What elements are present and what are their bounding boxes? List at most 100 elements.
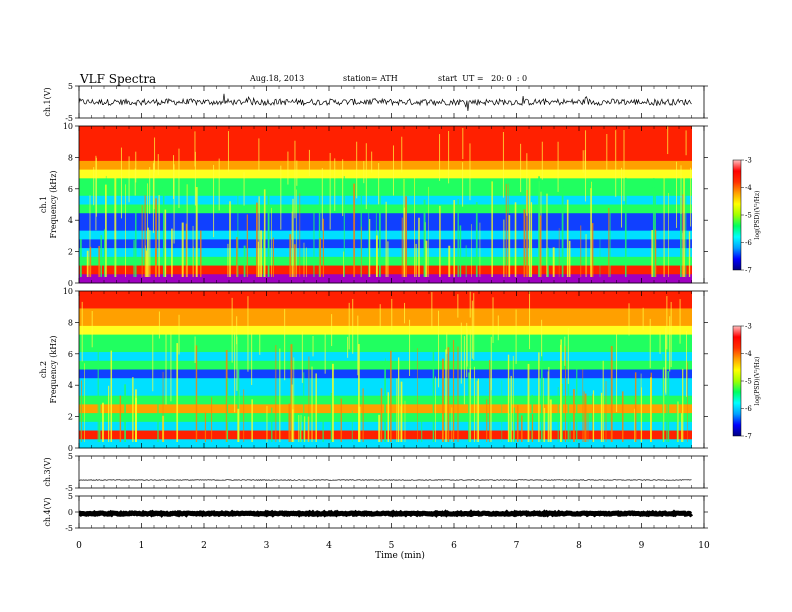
y-tick-label: 6	[68, 350, 73, 359]
spectrogram-burst	[147, 183, 148, 277]
ch1-waveform-panel	[75, 85, 708, 119]
spectrogram-burst	[289, 234, 292, 277]
spectrogram-burst	[573, 389, 575, 442]
spectrogram-burst	[526, 153, 528, 216]
spectrogram-burst	[624, 177, 627, 277]
spectrogram-burst	[507, 354, 510, 442]
spectrogram-burst	[680, 413, 682, 442]
x-tick-label: 8	[576, 541, 582, 551]
spectrogram-burst	[404, 400, 406, 442]
spectrogram-burst	[86, 250, 89, 277]
spectrogram-burst	[303, 372, 305, 442]
spectrogram-burst	[650, 377, 652, 442]
spectrogram-burst	[662, 354, 664, 442]
spectrogram-burst	[439, 134, 441, 181]
spectrogram-band	[79, 256, 692, 267]
spectrogram-burst	[640, 373, 642, 442]
y-tick-label: 5	[68, 492, 73, 501]
spectrogram-band	[79, 126, 692, 136]
y-tick-label: 0	[68, 444, 73, 453]
spectrogram-burst	[621, 167, 623, 228]
spectrogram-burst	[439, 205, 441, 277]
spectrogram-burst	[105, 184, 107, 277]
spectrogram-burst	[409, 319, 411, 377]
ch2-spectrogram-panel	[75, 290, 744, 449]
ch4-waveform-trace	[78, 509, 694, 518]
spectrogram-burst	[308, 356, 310, 442]
spectrogram-burst	[147, 227, 149, 277]
spectrogram-burst	[510, 375, 512, 442]
spectrogram-burst	[428, 186, 429, 277]
spectrogram-burst	[414, 174, 415, 277]
y-axis-label: ch.1(V)	[43, 87, 52, 116]
spectrogram-burst	[347, 336, 349, 358]
spectrogram-burst	[154, 137, 156, 173]
y-tick-label: 2	[68, 413, 73, 422]
spectrogram-burst	[284, 309, 286, 381]
colorbar-tick-label: -6	[745, 239, 752, 247]
spectrogram-burst	[492, 297, 494, 343]
spectrogram-burst	[362, 388, 364, 442]
spectrogram-burst	[668, 192, 669, 277]
spectrogram-band	[79, 325, 692, 336]
spectrogram-band	[79, 178, 692, 188]
spectrogram-burst	[98, 245, 100, 277]
spectrogram-burst	[271, 407, 273, 442]
spectrogram-burst	[322, 218, 325, 277]
y-axis-label: ch.4(V)	[43, 497, 52, 526]
spectrogram-burst	[659, 331, 661, 354]
spectrogram-band	[79, 317, 692, 327]
spectrogram-burst	[567, 328, 569, 384]
spectrogram-burst	[387, 241, 389, 277]
spectrogram-burst	[331, 363, 334, 442]
spectrogram-burst	[528, 177, 531, 277]
spectrogram-burst	[125, 184, 127, 277]
spectrogram-burst	[400, 406, 402, 442]
spectrogram-burst	[583, 391, 585, 442]
spectrogram-burst	[567, 380, 570, 442]
spectrogram-burst	[353, 183, 356, 277]
spectrogram-burst	[371, 151, 373, 173]
spectrogram-burst	[291, 211, 293, 277]
spectrogram-band	[79, 195, 692, 205]
spectrogram-burst	[380, 388, 383, 442]
spectrogram-burst	[587, 413, 589, 442]
spectrogram-burst	[299, 193, 301, 277]
spectrogram-burst	[490, 336, 492, 391]
spectrogram-burst	[178, 148, 180, 209]
spectrogram-burst	[322, 416, 324, 442]
y-tick-label: 2	[68, 248, 73, 257]
y-axis-label: Frequency (kHz)	[49, 170, 58, 238]
spectrogram-burst	[293, 357, 295, 442]
colorbar-tick-label: -7	[745, 267, 752, 275]
spectrogram-burst	[442, 358, 444, 442]
spectrogram-burst	[523, 209, 526, 277]
spectrogram-burst	[162, 181, 165, 277]
spectrogram-burst	[591, 181, 592, 277]
spectrogram-burst	[421, 414, 423, 442]
spectrogram-burst	[329, 152, 331, 230]
spectrogram-burst	[544, 407, 546, 442]
spectrogram-burst	[549, 399, 552, 442]
spectrogram-burst	[569, 413, 571, 442]
spectrogram-burst	[218, 158, 220, 211]
spectrogram-burst	[268, 179, 270, 277]
spectrogram-burst	[417, 348, 418, 442]
spectrogram-burst	[616, 333, 618, 413]
spectrogram-burst	[227, 131, 229, 172]
spectrogram-burst	[401, 217, 403, 277]
spectrogram-burst	[155, 198, 157, 277]
x-tick-label: 7	[514, 541, 520, 551]
spectrogram-burst	[315, 373, 317, 442]
spectrogram-burst	[293, 244, 296, 277]
spectrogram-burst	[514, 202, 517, 277]
spectrogram-burst	[502, 131, 504, 198]
spectrogram-burst	[652, 178, 655, 277]
spectrogram-burst	[628, 303, 630, 336]
spectrogram-burst	[157, 404, 159, 442]
spectrogram-burst	[149, 167, 151, 214]
spectrogram-burst	[463, 336, 465, 405]
spectrogram-band	[79, 169, 692, 179]
spectrogram-burst	[135, 204, 137, 277]
spectrogram-burst	[363, 161, 365, 184]
